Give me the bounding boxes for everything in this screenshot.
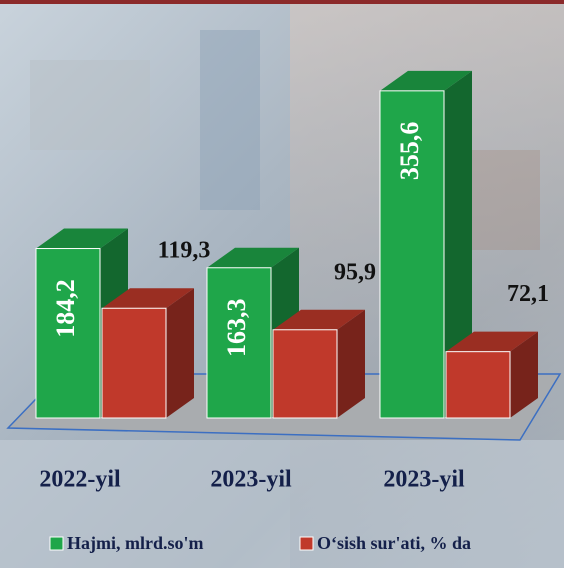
legend-swatch	[49, 536, 64, 551]
bar-front	[379, 90, 445, 419]
bar-side	[444, 70, 472, 419]
bar-top	[207, 247, 299, 268]
bar-top	[36, 228, 128, 249]
bar-top	[102, 288, 194, 309]
bar-front	[445, 351, 511, 419]
bar	[445, 331, 538, 419]
value-label: 95,9	[334, 259, 376, 285]
bar-front	[35, 248, 101, 419]
value-label: 355,6	[395, 122, 424, 181]
bar	[272, 309, 365, 419]
bar-side	[337, 309, 365, 418]
bar	[379, 70, 472, 419]
bar-front	[272, 329, 338, 419]
bar	[101, 288, 194, 419]
bar-top	[273, 309, 365, 330]
x-tick-label: 2023-yil	[210, 467, 292, 493]
value-label: 163,3	[222, 299, 251, 358]
x-tick-label: 2023-yil	[383, 467, 465, 493]
legend-label: Hajmi, mlrd.so'm	[67, 533, 204, 553]
bar-front	[101, 307, 167, 419]
bar-top	[446, 331, 538, 352]
value-label: 72,1	[507, 281, 549, 307]
bar	[35, 228, 128, 419]
value-label: 119,3	[158, 238, 211, 264]
value-label: 184,2	[51, 279, 80, 338]
bar-side	[510, 331, 538, 418]
bar-top	[380, 70, 472, 91]
legend-swatch	[299, 536, 314, 551]
bar-side	[166, 288, 194, 418]
legend-label: O‘sish sur'ati, % da	[317, 533, 471, 553]
bar-front	[206, 267, 272, 419]
x-tick-label: 2022-yil	[39, 467, 121, 493]
